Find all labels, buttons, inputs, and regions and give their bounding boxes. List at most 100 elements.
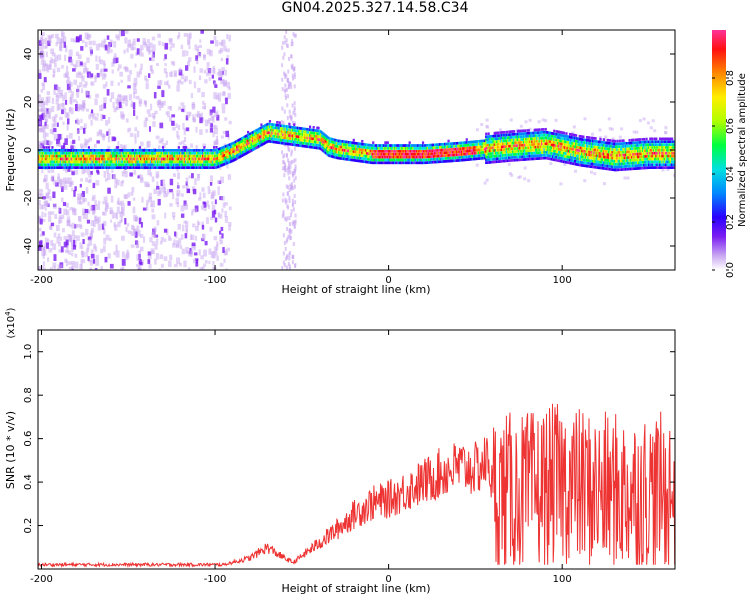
ridge-cell xyxy=(104,149,108,152)
ridge-cell xyxy=(276,126,279,130)
ridge-cell xyxy=(85,157,88,161)
ridge-cell xyxy=(51,166,54,169)
ridge-cell xyxy=(287,128,290,131)
ridge-cell xyxy=(379,161,382,165)
noise-cell xyxy=(170,61,174,65)
ridge-cell xyxy=(369,158,372,162)
ridge-cell xyxy=(232,153,235,156)
noise-cell xyxy=(106,47,111,54)
ridge-cell xyxy=(183,160,186,164)
ridge-cell xyxy=(504,136,507,140)
noise-cell xyxy=(102,245,106,253)
ridge-cell xyxy=(504,133,507,137)
ridge-cell xyxy=(359,154,363,157)
ridge-cell xyxy=(500,134,504,137)
ridge-cell xyxy=(197,157,200,161)
ridge-cell xyxy=(519,149,522,153)
ridge-cell xyxy=(353,150,357,154)
ridge-cell xyxy=(361,160,364,163)
ridge-cell xyxy=(485,147,488,150)
noise-cell xyxy=(86,71,91,78)
ridge-cell xyxy=(78,154,81,158)
ridge-cell xyxy=(278,124,281,127)
noise-cell xyxy=(124,254,129,261)
ridge-cell xyxy=(522,149,525,153)
ridge-cell xyxy=(103,154,106,158)
ridge-cell xyxy=(84,157,87,161)
ridge-cell xyxy=(359,159,363,163)
noise-cell xyxy=(63,184,68,190)
ridge-cell xyxy=(89,163,92,167)
ridge-cell xyxy=(367,155,370,158)
ridge-cell xyxy=(206,157,210,161)
ridge-cell xyxy=(325,135,329,139)
noise-cell xyxy=(46,242,49,249)
ridge-cell xyxy=(525,132,528,135)
noise-cell xyxy=(38,127,42,132)
ridge-cell xyxy=(369,144,372,147)
ridge-cell xyxy=(221,155,224,158)
ridge-cell xyxy=(305,139,308,143)
ridge-cell xyxy=(454,144,457,148)
noise-cell xyxy=(80,259,83,266)
ridge-cell xyxy=(114,166,117,169)
ridge-cell xyxy=(177,146,180,149)
ridge-cell xyxy=(407,150,410,153)
ridge-cell xyxy=(409,147,412,150)
noise-cell xyxy=(172,127,176,131)
ridge-cell xyxy=(556,136,559,139)
noise-cell xyxy=(93,143,97,148)
ridge-cell xyxy=(421,152,425,156)
noise-cell xyxy=(50,240,54,246)
ridge-cell xyxy=(113,154,116,158)
noise-cell xyxy=(192,118,197,122)
ridge-cell xyxy=(85,149,88,152)
ridge-cell xyxy=(330,152,334,155)
ridge-cell xyxy=(76,166,80,169)
ridge-cell xyxy=(367,143,370,147)
ridge-cell xyxy=(502,136,505,140)
ridge-cell xyxy=(550,137,553,141)
noise-cell xyxy=(623,176,627,180)
noise-cell xyxy=(211,204,216,211)
ridge-cell xyxy=(42,154,46,158)
ridge-cell xyxy=(378,158,381,162)
ridge-cell xyxy=(215,146,218,149)
ridge-cell xyxy=(474,143,477,146)
noise-cell xyxy=(139,233,144,239)
noise-cell xyxy=(199,117,203,124)
ridge-cell xyxy=(115,154,118,158)
ridge-cell xyxy=(208,149,211,152)
ridge-cell xyxy=(310,137,313,140)
ridge-cell xyxy=(64,151,67,155)
noise-cell xyxy=(290,115,293,120)
ridge-cell xyxy=(554,141,557,145)
noise-cell xyxy=(38,94,42,99)
ridge-cell xyxy=(294,132,297,135)
ridge-cell xyxy=(238,155,241,159)
ridge-cell xyxy=(457,150,460,154)
ridge-cell xyxy=(171,149,174,152)
ridge-cell xyxy=(254,147,257,150)
noise-cell xyxy=(152,121,156,127)
ridge-cell xyxy=(91,157,94,161)
ridge-cell xyxy=(200,149,204,152)
noise-cell xyxy=(91,81,95,86)
noise-cell xyxy=(184,75,188,82)
noise-cell xyxy=(76,91,80,98)
ridge-cell xyxy=(555,135,558,139)
ridge-cell xyxy=(113,151,116,155)
ridge-cell xyxy=(234,140,238,144)
ridge-cell xyxy=(460,153,464,156)
ridge-cell xyxy=(336,151,340,154)
noise-cell xyxy=(140,44,144,51)
ridge-cell xyxy=(494,157,498,161)
ridge-cell xyxy=(86,163,89,167)
noise-cell xyxy=(86,243,90,250)
noise-cell xyxy=(88,268,92,270)
ridge-cell xyxy=(194,163,197,167)
ridge-cell xyxy=(193,154,196,158)
noise-cell xyxy=(193,81,197,89)
noise-cell xyxy=(203,202,207,208)
ridge-cell xyxy=(214,151,217,155)
